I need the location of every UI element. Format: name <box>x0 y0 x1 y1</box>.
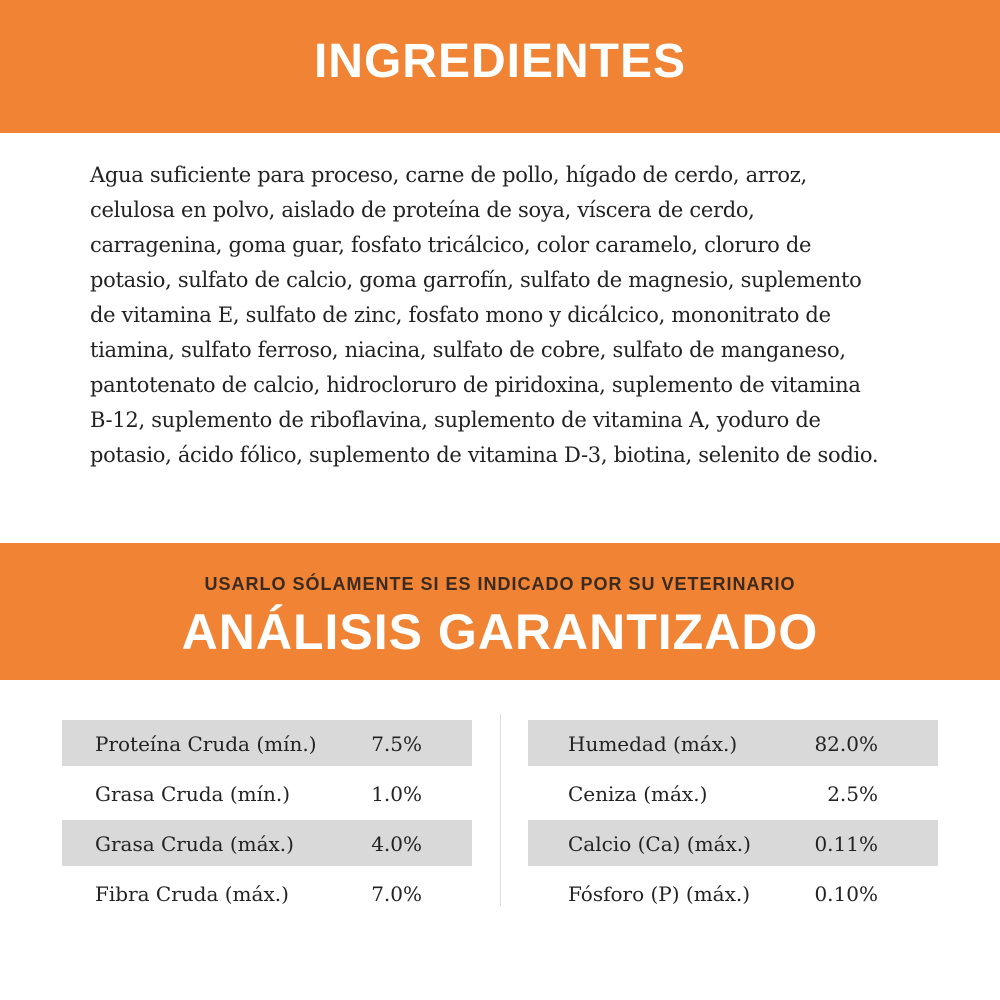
analysis-band <box>0 543 1000 680</box>
ingredient-line: carragenina, goma guar, fosfato tricálci… <box>90 233 812 257</box>
nutrient: Grasa Cruda (máx.) <box>95 832 294 856</box>
amount: 7.0% <box>371 882 422 906</box>
analysis-row: Ceniza (máx.) 2.5% <box>528 770 938 816</box>
ingredient-line: pantotenato de calcio, hidrocloruro de p… <box>90 373 861 397</box>
analysis-title: ANÁLISIS GARANTIZADO <box>181 604 819 660</box>
ingredient-line: Agua suficiente para proceso, carne de p… <box>90 163 807 187</box>
header-band <box>0 0 1000 133</box>
ingredient-line: potasio, sulfato de calcio, goma garrofí… <box>90 268 862 292</box>
divider <box>500 714 501 906</box>
nutrient: Proteína Cruda (mín.) <box>95 732 317 756</box>
ingredient-line: celulosa en polvo, aislado de proteína d… <box>90 198 755 222</box>
nutrient: Grasa Cruda (mín.) <box>95 782 291 806</box>
note: USARLO SÓLAMENTE SI ES INDICADO POR SU V… <box>204 574 796 594</box>
nutrient: Humedad (máx.) <box>568 732 738 756</box>
ingredient-line: tiamina, sulfato ferroso, niacina, sulfa… <box>90 338 846 362</box>
amount: 0.10% <box>814 882 878 906</box>
analysis-row: Fósforo (P) (máx.) 0.10% <box>528 870 938 916</box>
amount: 0.11% <box>814 832 878 856</box>
amount: 7.5% <box>371 732 422 756</box>
amount: 1.0% <box>371 782 422 806</box>
nutrient: Ceniza (máx.) <box>568 782 708 806</box>
analysis-row: Calcio (Ca) (máx.) 0.11% <box>528 820 938 866</box>
ingredient-line: potasio, ácido fólico, suplemento de vit… <box>90 443 879 467</box>
amount: 4.0% <box>371 832 422 856</box>
amount: 2.5% <box>827 782 878 806</box>
title: INGREDIENTES <box>313 35 687 88</box>
ingredients: Agua suficiente para proceso, carne de p… <box>90 158 879 473</box>
analysis-row: Grasa Cruda (máx.) 4.0% <box>62 820 472 866</box>
nutrient: Fósforo (P) (máx.) <box>568 882 751 906</box>
amount: 82.0% <box>814 732 878 756</box>
ingredient-line: de vitamina E, sulfato de zinc, fosfato … <box>90 303 831 327</box>
ingredient-line: B-12, suplemento de riboflavina, supleme… <box>90 408 821 432</box>
analysis-row: Humedad (máx.) 82.0% <box>528 720 938 766</box>
analysis-row: Proteína Cruda (mín.) 7.5% <box>62 720 472 766</box>
nutrient: Fibra Cruda (máx.) <box>95 882 289 906</box>
analysis-row: Fibra Cruda (máx.) 7.0% <box>62 870 472 916</box>
nutrient: Calcio (Ca) (máx.) <box>568 832 751 856</box>
analysis-row: Grasa Cruda (mín.) 1.0% <box>62 770 472 816</box>
